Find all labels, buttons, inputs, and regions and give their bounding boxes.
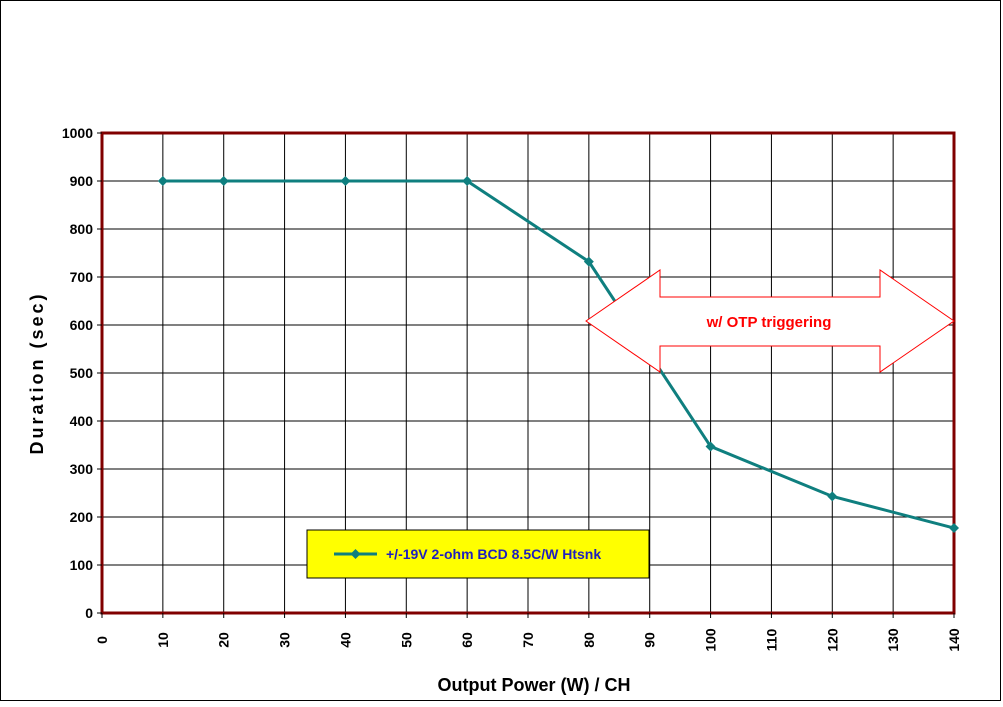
y-tick-label: 300	[70, 461, 94, 477]
x-tick-label: 80	[581, 632, 597, 648]
x-tick-label: 120	[824, 628, 840, 652]
data-point-diamond	[583, 256, 594, 267]
data-point-diamond	[462, 176, 473, 186]
series-layer	[157, 176, 959, 534]
y-tick-label: 700	[70, 269, 94, 285]
data-point-diamond	[218, 176, 229, 186]
x-tick-label: 130	[885, 628, 901, 652]
y-tick-label: 400	[70, 413, 94, 429]
y-tick-label: 200	[70, 509, 94, 525]
x-tick-label: 60	[459, 632, 475, 648]
x-tick-label: 0	[94, 636, 110, 644]
annotation-double-arrow	[585, 269, 955, 373]
y-tick-labels: 0 100 200 300 400 500 600 700 800 900 1000	[62, 125, 102, 621]
legend-series-label: +/-19V 2-ohm BCD 8.5C/W Htsnk	[386, 546, 601, 562]
x-axis-title: Output Power (W) / CH	[438, 675, 631, 695]
x-tick-label: 30	[277, 632, 293, 648]
x-tick-label: 90	[642, 632, 658, 648]
data-point-diamond	[340, 176, 351, 186]
x-tick-label: 100	[703, 628, 719, 652]
y-tick-label: 1000	[62, 125, 93, 141]
x-tick-label: 50	[398, 632, 414, 648]
y-tick-label: 800	[70, 221, 94, 237]
y-axis-title: Duration (sec)	[27, 291, 47, 454]
x-tick-label: 110	[763, 628, 779, 651]
data-point-diamond	[157, 176, 168, 186]
x-tick-label: 140	[946, 628, 962, 652]
y-tick-label: 500	[70, 365, 94, 381]
y-tick-label: 0	[85, 605, 93, 621]
x-tick-label: 20	[216, 632, 232, 648]
series-line	[162, 179, 955, 530]
y-tick-label: 900	[70, 173, 94, 189]
legend: +/-19V 2-ohm BCD 8.5C/W Htsnk	[306, 529, 650, 579]
y-tick-label: 600	[70, 317, 94, 333]
x-tick-label: 40	[337, 632, 353, 648]
annotation-text: w/ OTP triggering	[706, 314, 832, 331]
data-point-diamond	[705, 441, 716, 452]
data-point-diamond	[949, 523, 959, 534]
legend-marker-diamond-icon	[350, 549, 361, 559]
x-tick-label: 70	[520, 632, 536, 648]
y-tick-label: 100	[70, 557, 94, 573]
data-point-diamond	[827, 491, 838, 502]
x-tick-labels: 0 10 20 30 40 50 60 70 80 90 100 110 120 130 140	[94, 613, 962, 652]
x-tick-label: 10	[155, 632, 171, 648]
